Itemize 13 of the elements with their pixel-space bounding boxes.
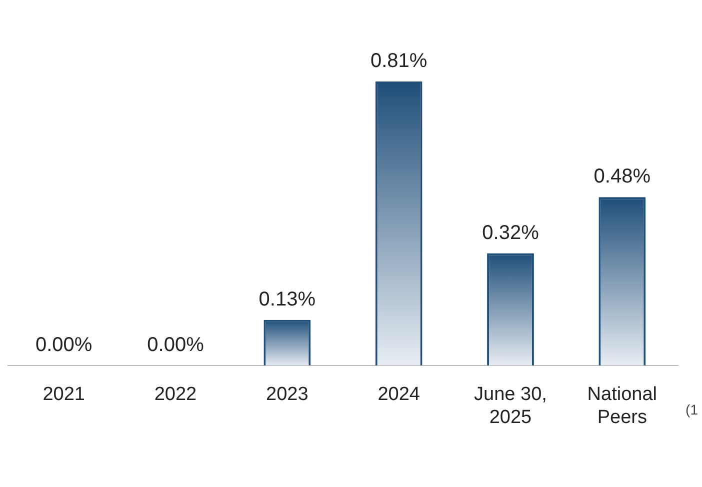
x-tick-label: 2022	[154, 384, 197, 406]
x-tick-label: 2024	[378, 384, 420, 406]
x-tick-label: 2021	[42, 384, 85, 406]
data-label: 0.32%	[482, 222, 540, 244]
data-label: 0.00%	[35, 334, 92, 356]
data-label: 0.13%	[258, 288, 316, 310]
data-label: 0.48%	[594, 166, 651, 188]
x-tick-label: 2023	[266, 384, 308, 406]
x-tick-label: June 30, 2025	[474, 384, 547, 428]
data-label: 0.81%	[370, 50, 428, 72]
x-tick-label: National Peers	[587, 384, 658, 428]
data-label: 0.00%	[147, 334, 204, 356]
text: (1	[686, 401, 698, 418]
